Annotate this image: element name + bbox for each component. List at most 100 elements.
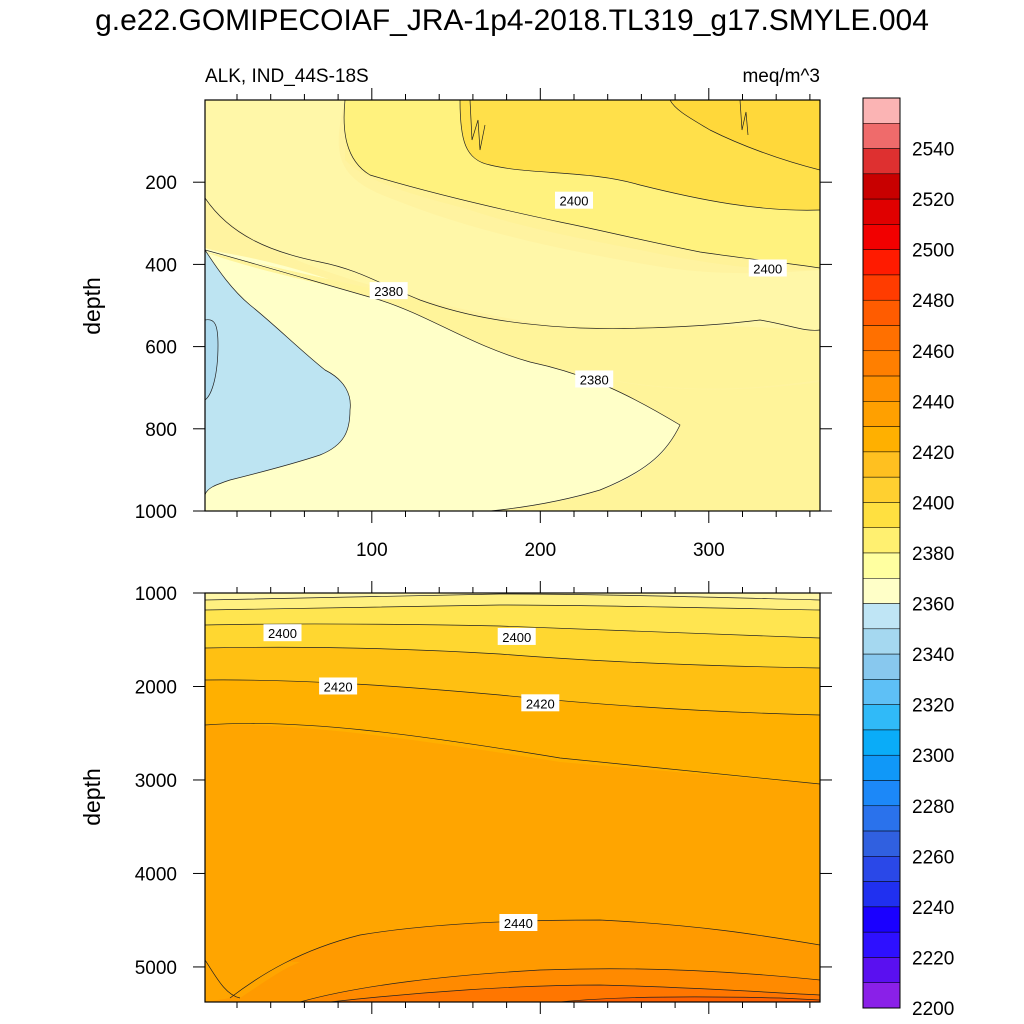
upper-contour-fill	[205, 100, 820, 511]
contour-label-text: 2380	[374, 284, 403, 299]
y-tick-label: 5000	[135, 958, 177, 979]
colorbar-label: 2460	[912, 342, 954, 363]
upper-y-axis-title: depth	[79, 277, 105, 335]
colorbar-swatch	[862, 97, 901, 124]
colorbar-swatch	[862, 476, 901, 503]
colorbar-swatch	[862, 123, 901, 149]
contour-label-box	[319, 677, 358, 695]
colorbar-swatch	[862, 274, 901, 301]
colorbar-swatch	[862, 704, 901, 731]
colorbar-label: 2260	[912, 847, 954, 868]
upper-y-ticks: 200 400 600 800 1000	[135, 173, 832, 523]
contour-label-box	[263, 624, 302, 642]
contour-label: 2380	[575, 370, 614, 388]
contour-label-text: 2400	[268, 626, 297, 641]
colorbar-label: 2280	[912, 797, 954, 818]
y-tick-label: 800	[145, 420, 177, 441]
colorbar-swatch	[862, 578, 901, 604]
colorbar-swatch	[862, 805, 901, 832]
contour-label-text: 2440	[504, 916, 533, 931]
colorbar-swatch	[862, 249, 901, 276]
contour-label: 2400	[497, 627, 536, 645]
upper-plot-frame	[204, 99, 821, 512]
colorbar-swatch	[862, 881, 901, 908]
upper-left-label: ALK, IND_44S-18S	[205, 66, 369, 87]
upper-right-label: meq/m^3	[742, 66, 820, 87]
x-tick-label: 100	[356, 540, 388, 561]
colorbar-label: 2380	[912, 544, 954, 565]
colorbar-label: 2540	[912, 140, 954, 161]
colorbar-label: 2220	[912, 948, 954, 969]
colorbar-swatch	[862, 653, 901, 680]
y-tick-label: 3000	[135, 771, 177, 792]
colorbar: 2540 2520 2500 2480 2460 2440 2420 2400 2380 2360…	[862, 97, 954, 1020]
colorbar-label: 2340	[912, 645, 954, 666]
y-tick-label: 2000	[135, 677, 177, 698]
colorbar-swatch	[862, 754, 901, 781]
contour-label-box	[497, 627, 536, 645]
colorbar-swatch	[862, 350, 901, 377]
colorbar-label: 2500	[912, 241, 954, 262]
colorbar-label: 2400	[912, 493, 954, 514]
lower-plot-frame	[204, 592, 821, 1003]
colorbar-swatch	[862, 224, 901, 250]
lower-y-axis-title: depth	[79, 768, 105, 826]
upper-contour-lines	[205, 100, 820, 511]
contour-label: 2420	[319, 677, 358, 695]
colorbar-swatch	[862, 502, 901, 528]
colorbar-frame	[862, 97, 901, 1009]
colorbar-swatch	[862, 906, 901, 933]
colorbar-label: 2320	[912, 696, 954, 717]
lower-x-ticks	[236, 581, 811, 1014]
contour-label-box	[748, 259, 787, 277]
colorbar-swatch	[862, 375, 901, 402]
upper-contour-labels: 2400 2400 2380 2380	[369, 191, 787, 388]
contour-label: 2400	[748, 259, 787, 277]
colorbar-label: 2420	[912, 443, 954, 464]
colorbar-swatch	[862, 603, 901, 630]
colorbar-swatch	[862, 552, 901, 579]
contour-label-text: 2420	[526, 696, 555, 711]
contour-label: 2420	[521, 694, 560, 712]
upper-x-ticks: 100 200 300	[236, 88, 811, 561]
lower-contour-lines	[205, 593, 820, 1002]
figure-title: g.e22.GOMIPECOIAF_JRA-1p4-2018.TL319_g17…	[95, 4, 929, 37]
contour-label-text: 2380	[580, 372, 609, 387]
colorbar-label: 2520	[912, 190, 954, 211]
contour-label-text: 2420	[324, 679, 353, 694]
colorbar-swatch	[862, 451, 901, 478]
contour-label-box	[555, 191, 593, 209]
colorbar-swatch	[862, 401, 901, 427]
colorbar-labels: 2540 2520 2500 2480 2460 2440 2420 2400 2380 2360…	[912, 140, 954, 1020]
lower-y-ticks: 1000 2000 3000 4000 5000	[135, 584, 832, 979]
contour-label-box	[575, 370, 614, 388]
lower-contour-labels: 2400 2400 2420 2420 2440	[263, 624, 560, 932]
contour-label-box	[521, 694, 560, 712]
colorbar-swatch	[862, 931, 901, 958]
colorbar-swatch	[862, 173, 901, 200]
contour-label-box	[369, 282, 408, 300]
contour-label-text: 2400	[502, 630, 531, 645]
colorbar-swatch	[862, 729, 901, 756]
y-tick-label: 1000	[135, 502, 177, 523]
y-tick-label: 1000	[135, 584, 177, 605]
contour-label-text: 2400	[753, 262, 782, 277]
colorbar-swatch	[862, 198, 901, 225]
x-tick-label: 300	[693, 540, 725, 561]
colorbar-swatch	[862, 527, 901, 554]
colorbar-swatch	[862, 780, 901, 807]
colorbar-swatch	[862, 426, 901, 453]
lower-contour-fill	[205, 593, 820, 1002]
colorbar-swatch	[862, 856, 901, 882]
colorbar-label: 2360	[912, 595, 954, 616]
colorbar-swatch	[862, 628, 901, 655]
contour-label: 2400	[263, 624, 302, 642]
colorbar-label: 2480	[912, 291, 954, 312]
colorbar-swatch	[862, 679, 901, 705]
colorbar-label: 2240	[912, 898, 954, 919]
colorbar-swatches	[862, 97, 901, 1009]
colorbar-swatch	[862, 148, 901, 175]
contour-label: 2380	[369, 282, 408, 300]
